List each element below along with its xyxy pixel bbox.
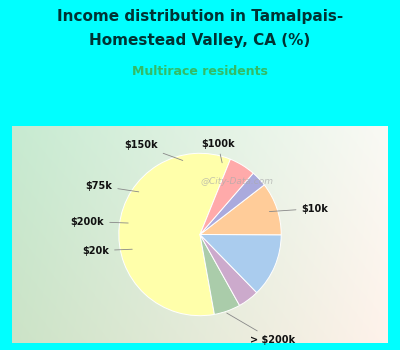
- Text: Multirace residents: Multirace residents: [132, 65, 268, 78]
- Wedge shape: [200, 173, 264, 234]
- Text: $100k: $100k: [201, 139, 235, 163]
- Text: @City-Data.com: @City-Data.com: [200, 177, 273, 186]
- Text: Homestead Valley, CA (%): Homestead Valley, CA (%): [89, 33, 311, 48]
- Wedge shape: [200, 234, 240, 314]
- Text: $10k: $10k: [269, 203, 328, 214]
- Wedge shape: [119, 153, 230, 316]
- Text: $20k: $20k: [82, 246, 132, 256]
- Text: Income distribution in Tamalpais-: Income distribution in Tamalpais-: [57, 9, 343, 24]
- Wedge shape: [200, 159, 253, 234]
- Text: $200k: $200k: [70, 217, 128, 226]
- Text: > $200k: > $200k: [227, 313, 296, 345]
- Text: $150k: $150k: [124, 140, 183, 160]
- Wedge shape: [200, 234, 257, 306]
- Text: $75k: $75k: [86, 181, 139, 192]
- Wedge shape: [200, 185, 281, 235]
- Wedge shape: [200, 234, 281, 293]
